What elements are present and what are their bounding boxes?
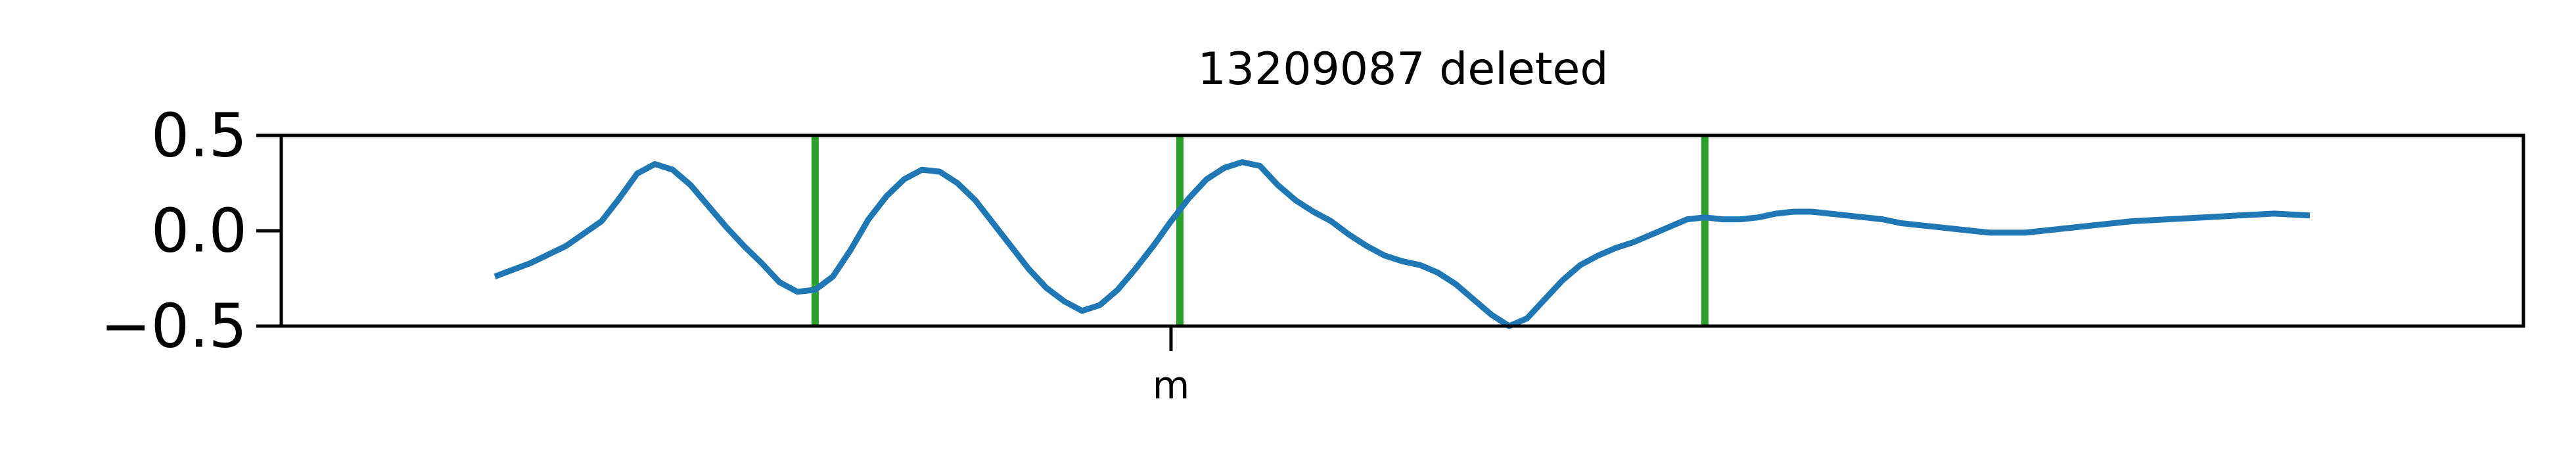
y-axis: 0.5 0.0 −0.5 [101, 101, 281, 362]
plot-area [281, 135, 2523, 326]
series-line-1 [494, 159, 2311, 329]
vertical-markers [811, 135, 1709, 326]
y-tick-label-2: 0.0 [151, 196, 247, 266]
y-tick-label-3: −0.5 [101, 291, 247, 362]
chart-title: 13209087 deleted [1197, 43, 1608, 95]
data-series [494, 159, 2311, 329]
x-axis: m [1153, 326, 1190, 408]
y-tick-label-1: 0.5 [151, 101, 247, 171]
x-tick-label-1: m [1153, 363, 1190, 408]
